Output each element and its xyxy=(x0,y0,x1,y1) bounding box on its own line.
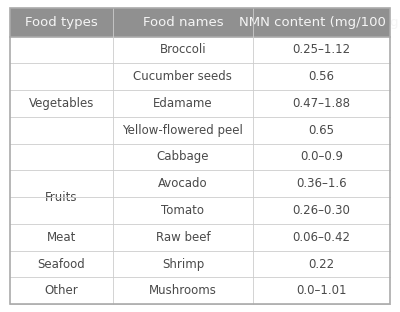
Text: Tomato: Tomato xyxy=(162,204,204,217)
Text: Edamame: Edamame xyxy=(153,97,213,110)
Text: Vegetables: Vegetables xyxy=(29,97,94,110)
Text: Avocado: Avocado xyxy=(158,177,208,190)
Text: Seafood: Seafood xyxy=(38,257,85,271)
Text: Raw beef: Raw beef xyxy=(156,231,210,244)
Text: 0.65: 0.65 xyxy=(309,124,334,137)
Text: Meat: Meat xyxy=(47,231,76,244)
Text: Fruits: Fruits xyxy=(45,191,78,204)
Text: Other: Other xyxy=(44,284,78,297)
Text: 0.06–0.42: 0.06–0.42 xyxy=(293,231,350,244)
Text: Cabbage: Cabbage xyxy=(157,150,209,163)
Text: 0.36–1.6: 0.36–1.6 xyxy=(296,177,347,190)
Text: Broccoli: Broccoli xyxy=(160,43,206,56)
Text: Cucumber seeds: Cucumber seeds xyxy=(134,70,232,83)
Text: 0.56: 0.56 xyxy=(309,70,334,83)
Text: NMN content (mg/100 g): NMN content (mg/100 g) xyxy=(239,16,400,29)
Text: Yellow-flowered peel: Yellow-flowered peel xyxy=(122,124,243,137)
Text: Mushrooms: Mushrooms xyxy=(149,284,217,297)
Text: 0.26–0.30: 0.26–0.30 xyxy=(293,204,350,217)
Text: 0.0–1.01: 0.0–1.01 xyxy=(296,284,347,297)
Text: 0.22: 0.22 xyxy=(308,257,335,271)
Text: 0.0–0.9: 0.0–0.9 xyxy=(300,150,343,163)
Text: Shrimp: Shrimp xyxy=(162,257,204,271)
Bar xyxy=(10,8,390,37)
Text: Food types: Food types xyxy=(25,16,98,29)
Text: 0.25–1.12: 0.25–1.12 xyxy=(292,43,351,56)
Text: 0.47–1.88: 0.47–1.88 xyxy=(293,97,350,110)
Text: Food names: Food names xyxy=(142,16,223,29)
